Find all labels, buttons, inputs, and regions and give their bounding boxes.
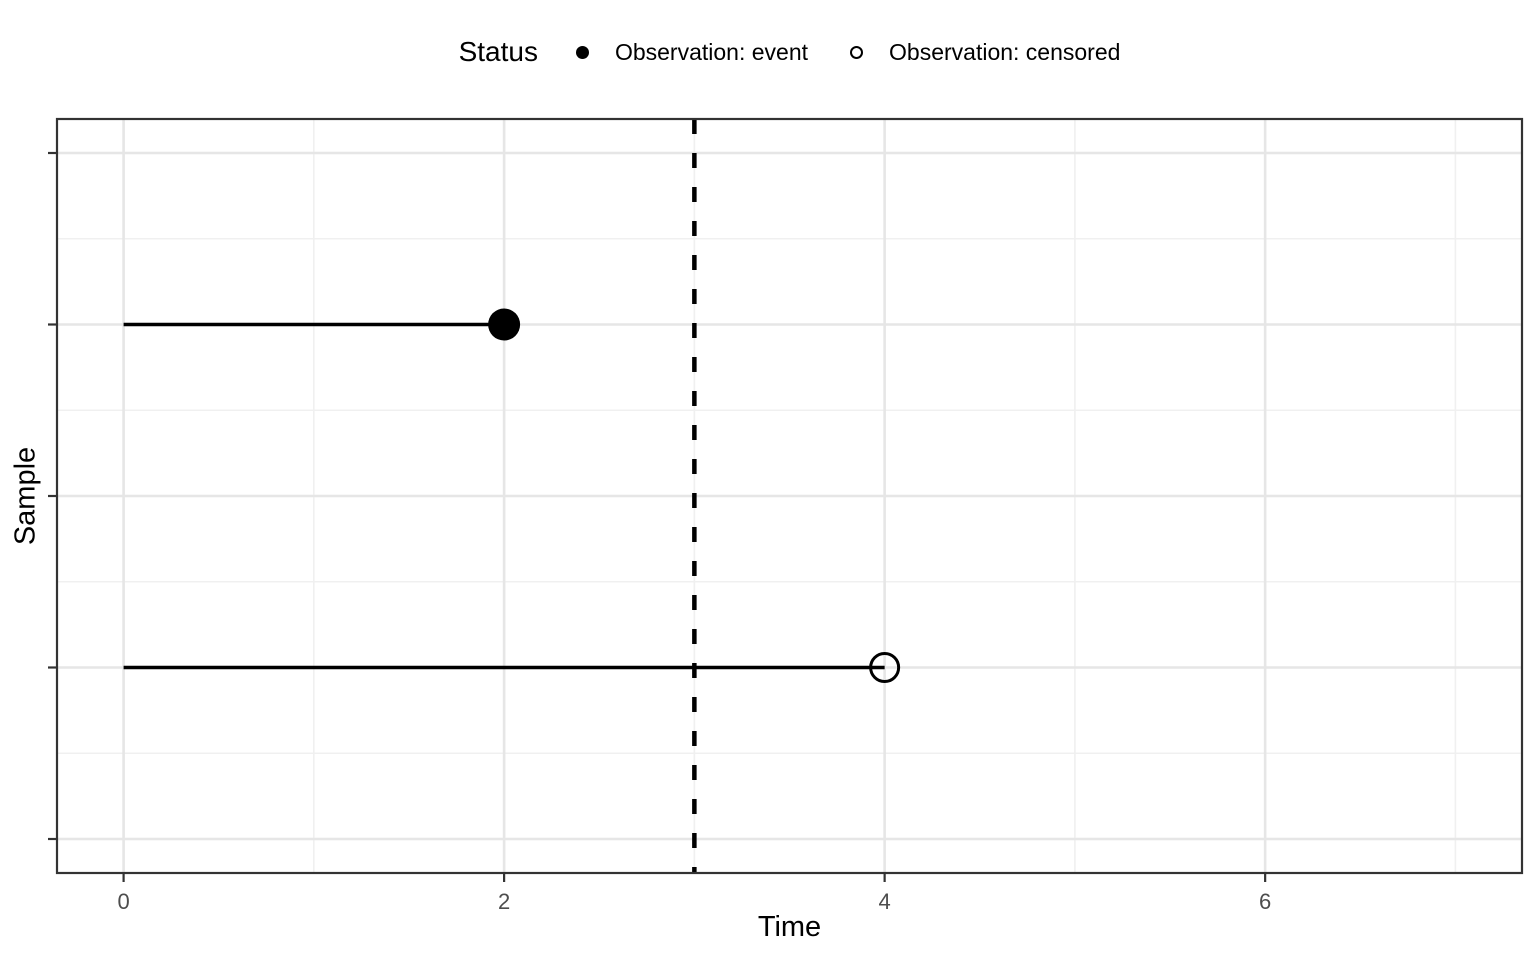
x-tick-label: 4 [879, 889, 891, 914]
legend-item-censored: Observation: censored [850, 39, 1120, 66]
legend-item-label: Observation: event [614, 38, 809, 65]
legend-item-label: Observation: censored [889, 38, 1121, 65]
x-tick-label: 2 [498, 889, 510, 914]
x-axis-title: Time [757, 911, 822, 943]
legend-item-event: Observation: event [575, 38, 809, 66]
y-axis-title: Sample [9, 446, 42, 546]
event-marker [488, 308, 521, 341]
x-tick-label: 0 [117, 889, 129, 914]
censored-marker [869, 652, 901, 683]
x-tick-label: 6 [1259, 889, 1271, 914]
legend: Status Observation: event Observation: c… [57, 30, 1522, 74]
open-circle-icon [850, 45, 864, 59]
legend-title: Status [458, 36, 538, 67]
filled-circle-icon [575, 45, 589, 59]
